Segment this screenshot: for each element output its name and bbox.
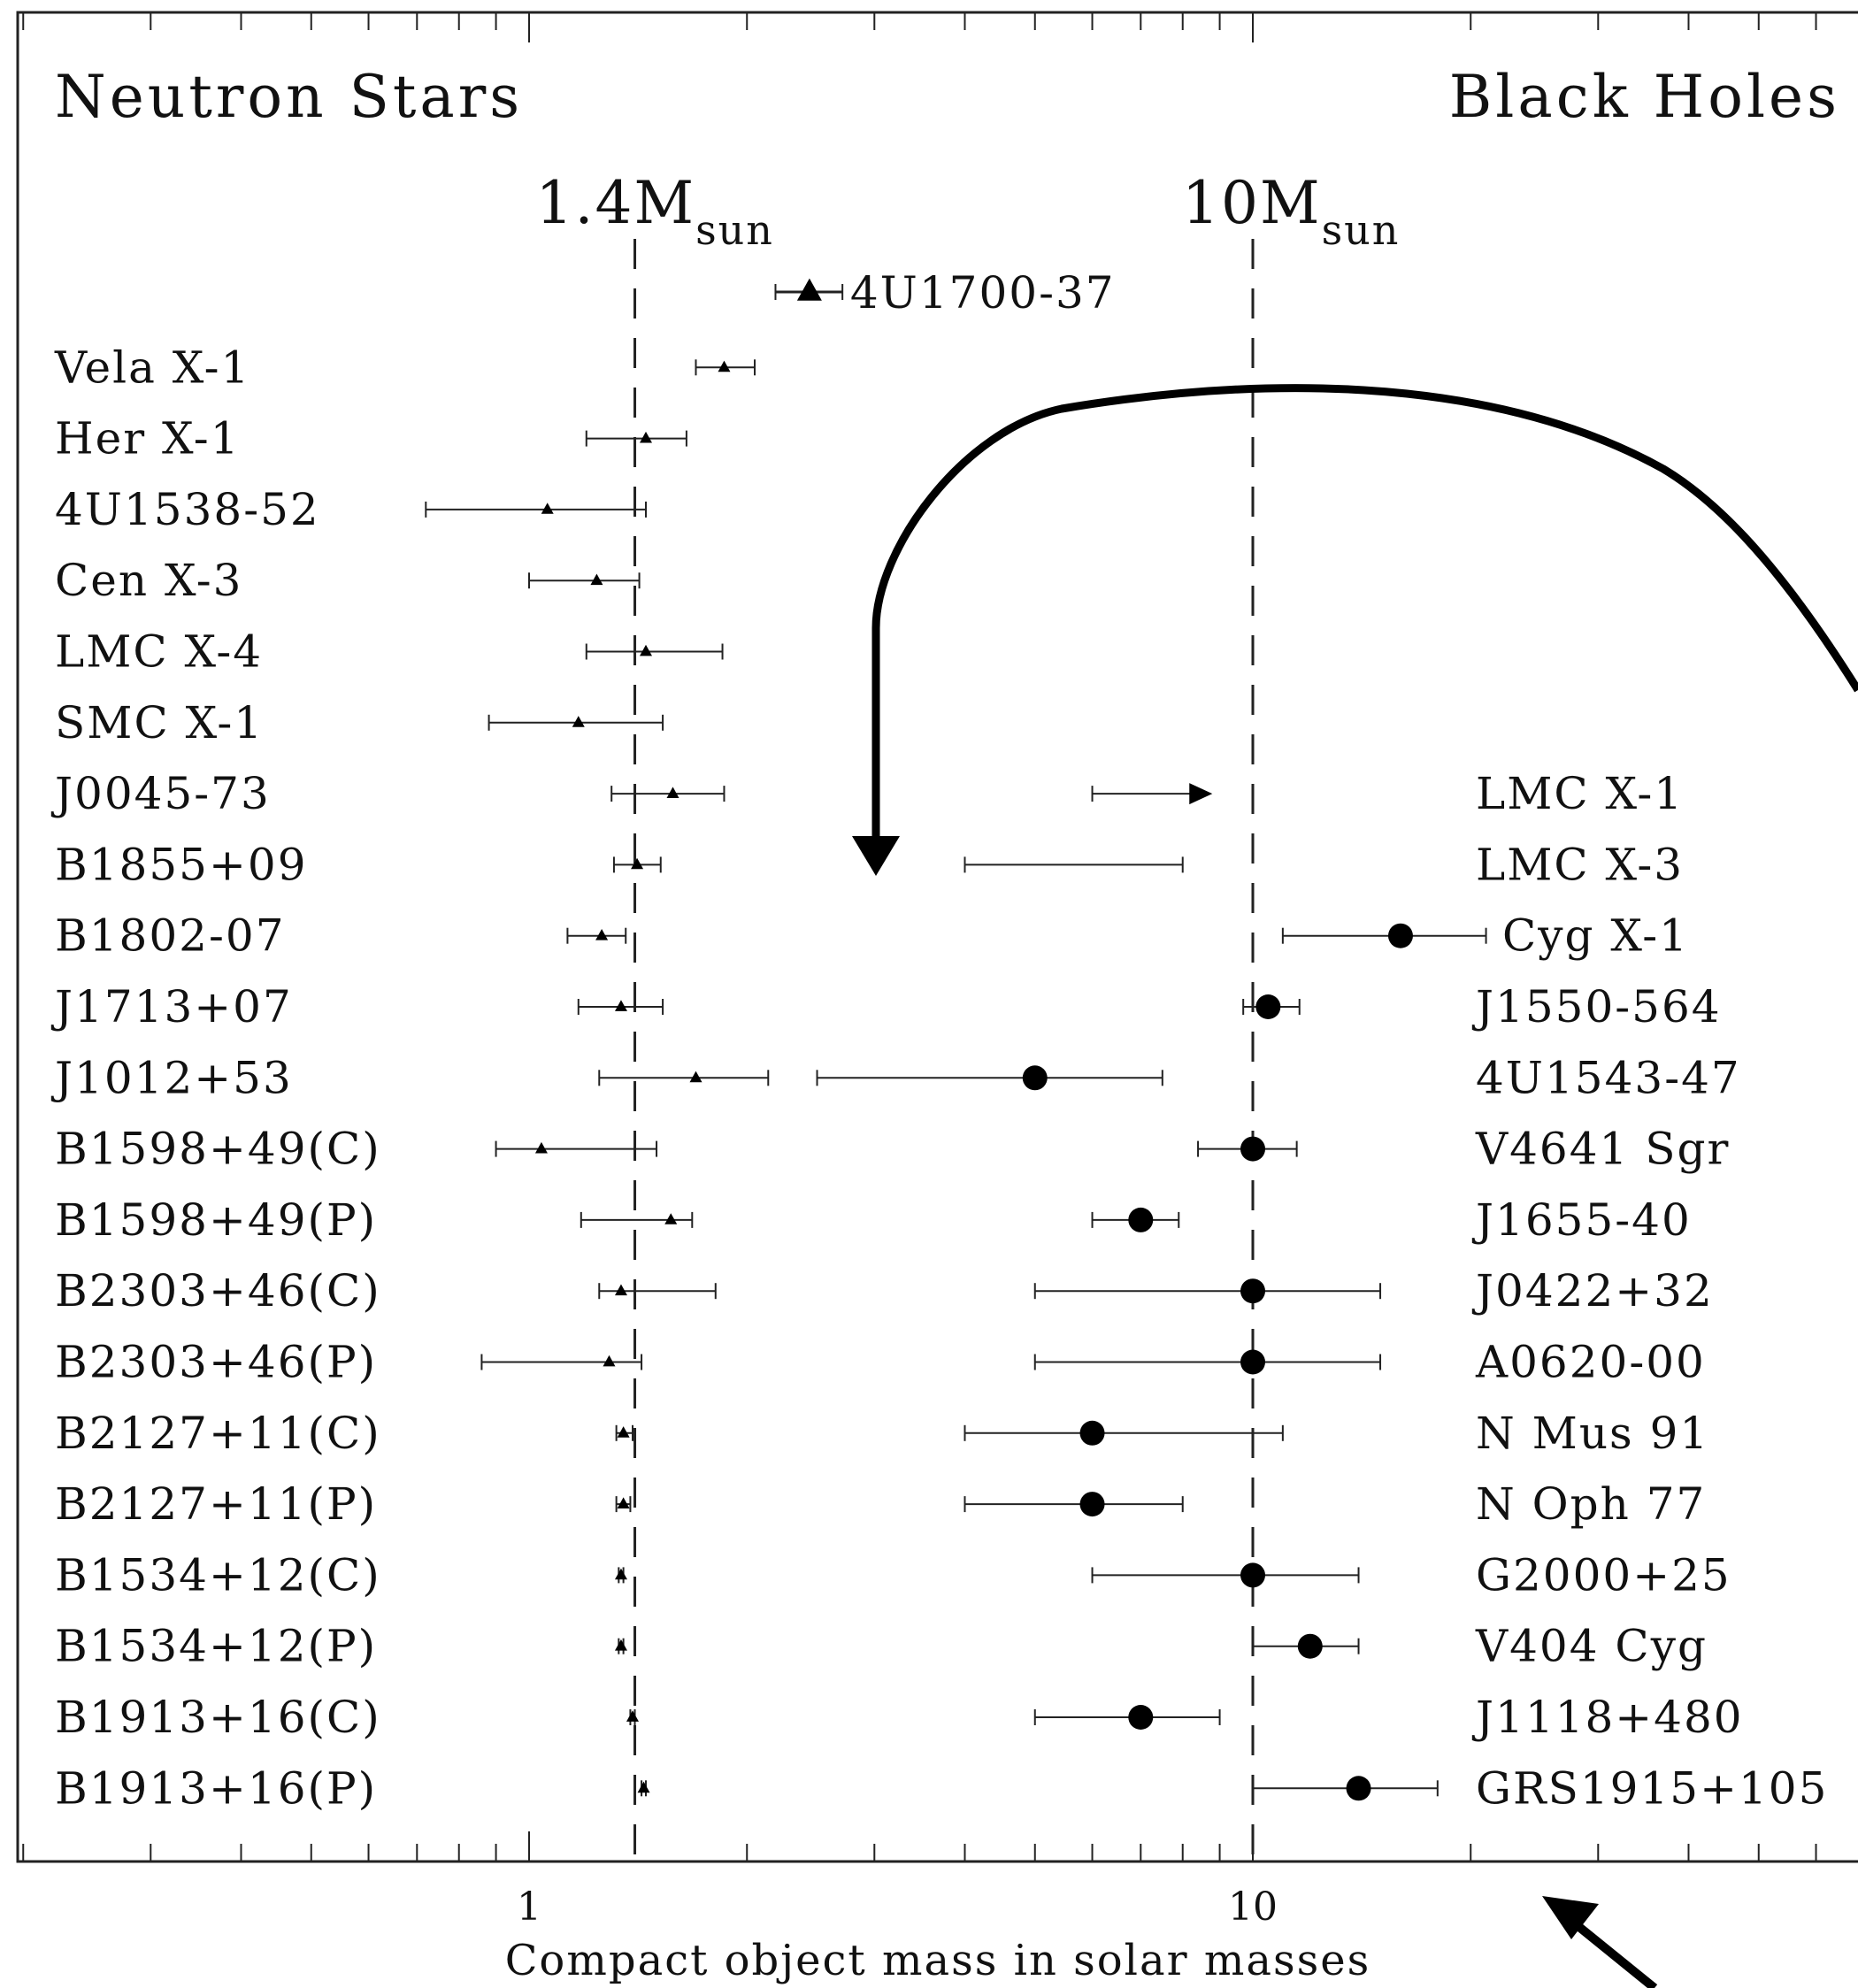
bh-limit-arrow	[1189, 783, 1213, 805]
reference-line-label-sub: sun	[1322, 206, 1401, 254]
ns-marker	[534, 1141, 548, 1154]
curved-arrow-head	[852, 836, 900, 876]
ns-marker	[572, 716, 585, 727]
bh-label: G2000+25	[1476, 1549, 1731, 1600]
ns-marker	[614, 1568, 627, 1580]
ns-marker	[617, 1497, 630, 1508]
bh-marker	[1297, 1633, 1323, 1659]
ns-marker	[637, 1781, 650, 1793]
ns-marker	[689, 1071, 703, 1083]
ns-label: B1534+12(P)	[55, 1621, 377, 1672]
ns-label: B2127+11(P)	[55, 1478, 377, 1530]
section-label-black-holes: Black Holes	[1449, 63, 1840, 131]
bh-label: V4641 Sgr	[1475, 1124, 1730, 1175]
ns-label: B1802-07	[55, 910, 286, 962]
ns-label: Cen X-3	[55, 555, 242, 606]
ns-marker	[626, 1710, 639, 1722]
ns-label: B1855+09	[55, 839, 308, 890]
ns-marker	[614, 1284, 627, 1296]
ns-label: Vela X-1	[54, 342, 250, 393]
ns-label: B2127+11(C)	[55, 1408, 381, 1459]
annotations	[852, 384, 1858, 1988]
ns-marker	[603, 1355, 616, 1367]
ns-marker	[595, 929, 609, 940]
bh-label: J1655-40	[1471, 1194, 1692, 1246]
bh-marker	[1128, 1207, 1154, 1232]
x-axis-title: Compact object mass in solar masses	[505, 1936, 1371, 1985]
ns-label: B1598+49(P)	[55, 1194, 377, 1246]
bh-label: J1550-564	[1471, 981, 1722, 1032]
axes-group: 1 10 Compact object mass in solar masses Ne…	[16, 11, 1858, 1985]
ns-label: J1713+07	[50, 981, 293, 1032]
ns-marker	[631, 857, 644, 870]
ns-marker	[796, 278, 822, 301]
ns-label: B1913+16(C)	[55, 1692, 381, 1743]
bh-marker	[1240, 1278, 1265, 1304]
ns-label: B2303+46(P)	[55, 1337, 377, 1388]
ns-marker	[639, 431, 652, 443]
bh-marker	[1255, 994, 1281, 1019]
diagonal-arrow-shaft	[1567, 1916, 1658, 1988]
section-label-neutron-stars: Neutron Stars	[55, 63, 523, 131]
bh-label: A0620-00	[1475, 1337, 1706, 1388]
ns-marker	[639, 644, 652, 656]
bh-label: Cyg X-1	[1502, 910, 1689, 962]
ns-label: Her X-1	[55, 413, 241, 464]
bh-marker	[1079, 1420, 1105, 1446]
ns-label: B2303+46(C)	[55, 1265, 381, 1316]
ns-marker	[541, 503, 554, 514]
bh-label: J1118+480	[1471, 1692, 1744, 1743]
ns-marker	[590, 573, 603, 586]
ns-marker	[617, 1426, 630, 1438]
curved-arrow-annotation	[871, 384, 1858, 840]
plot-frame	[16, 11, 1858, 1863]
ns-marker	[666, 787, 679, 798]
ns-marker	[614, 1639, 627, 1651]
x-tick-label: 10	[1228, 1884, 1278, 1930]
bh-label: N Mus 91	[1476, 1408, 1709, 1459]
ns-label: 4U1538-52	[55, 484, 320, 535]
ns-marker	[718, 360, 731, 372]
reference-line-label: 10Msun	[1182, 169, 1400, 254]
bh-label: 4U1543-47	[1476, 1052, 1741, 1103]
bh-label: J0422+32	[1471, 1265, 1714, 1316]
bh-label: V404 Cyg	[1475, 1621, 1708, 1672]
bh-marker	[1128, 1705, 1154, 1730]
bh-marker	[1240, 1349, 1265, 1375]
ns-label: J0045-73	[50, 768, 271, 819]
ns-label: SMC X-1	[55, 697, 264, 748]
reference-line-label: 1.4Msun	[536, 169, 774, 254]
ns-label: B1534+12(C)	[55, 1549, 381, 1600]
ns-marker	[664, 1213, 678, 1224]
bh-marker	[1387, 923, 1413, 948]
ns-label: B1913+16(P)	[55, 1762, 377, 1814]
reference-line-label-sub: sun	[695, 206, 774, 254]
ns-label: B1598+49(C)	[55, 1124, 381, 1175]
bh-marker	[1079, 1492, 1105, 1517]
point-label: 4U1700-37	[850, 267, 1116, 319]
data-points: 4U1700-37 Vela X-1 Her X-1 4U1538-52 Cen X-3…	[50, 267, 1828, 1814]
diagonal-arrow-head	[1542, 1896, 1599, 1939]
ns-marker	[614, 1000, 627, 1011]
bh-label: LMC X-3	[1476, 839, 1684, 890]
ns-label: J1012+53	[50, 1052, 293, 1103]
x-tick-label: 1	[517, 1884, 541, 1930]
bh-marker	[1022, 1065, 1048, 1091]
ns-label: LMC X-4	[55, 626, 263, 678]
bh-label: N Oph 77	[1476, 1478, 1706, 1530]
bh-label: LMC X-1	[1476, 768, 1684, 819]
bh-marker	[1346, 1776, 1371, 1801]
bh-label: GRS1915+105	[1476, 1762, 1828, 1814]
bh-marker	[1240, 1136, 1265, 1162]
bh-marker	[1240, 1562, 1265, 1588]
